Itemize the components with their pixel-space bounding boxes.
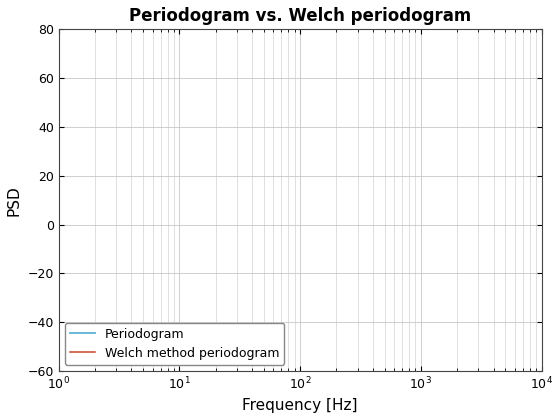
Welch method periodogram	[416, 410, 422, 415]
X-axis label: Frequency [Hz]: Frequency [Hz]	[242, 398, 358, 413]
Line: Periodogram: Periodogram	[59, 412, 505, 420]
Periodogram	[55, 410, 62, 415]
Legend: Periodogram, Welch method periodogram: Periodogram, Welch method periodogram	[65, 323, 284, 365]
Y-axis label: PSD: PSD	[7, 185, 22, 215]
Title: Periodogram vs. Welch periodogram: Periodogram vs. Welch periodogram	[129, 7, 472, 25]
Line: Welch method periodogram: Welch method periodogram	[179, 412, 505, 420]
Welch method periodogram	[176, 410, 183, 415]
Periodogram	[416, 410, 422, 415]
Periodogram	[413, 410, 419, 415]
